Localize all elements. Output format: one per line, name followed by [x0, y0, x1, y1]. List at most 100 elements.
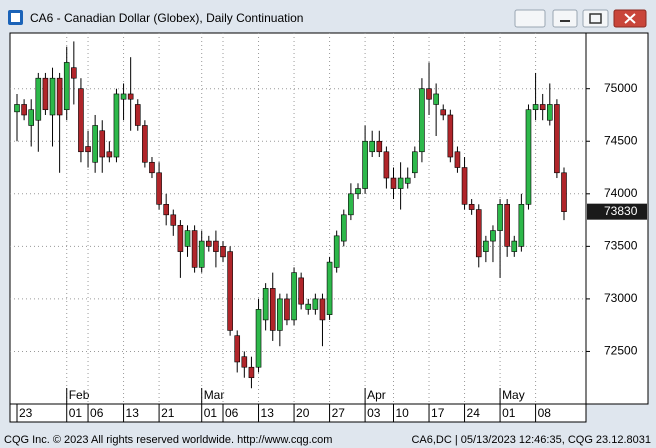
candle-body — [461, 167, 468, 205]
candle-body — [284, 298, 290, 321]
candle-body — [198, 240, 205, 268]
candle-body — [433, 93, 439, 105]
candle-body — [127, 93, 134, 100]
candle-body — [177, 225, 184, 252]
x-tick-label: 03 — [367, 406, 381, 420]
candle-body — [298, 277, 304, 305]
x-tick-label: 13 — [126, 406, 140, 420]
candle-body — [277, 298, 283, 331]
candle-body — [206, 240, 212, 247]
candle-body — [511, 240, 518, 252]
candle-body — [92, 125, 98, 163]
candle-body — [305, 303, 312, 310]
candle-body — [454, 151, 461, 168]
x-tick-label: 21 — [161, 406, 175, 420]
candle-body — [497, 204, 503, 231]
candle-body — [78, 88, 84, 153]
candle-body — [340, 214, 347, 242]
candle-body — [113, 93, 120, 158]
x-tick-label: 06 — [225, 406, 239, 420]
footer-left: CQG Inc. © 2023 All rights reserved worl… — [4, 434, 332, 446]
plot-area — [9, 32, 587, 405]
candle-body — [539, 104, 546, 111]
minimize-button[interactable] — [552, 9, 578, 28]
x-tick-label: 08 — [538, 406, 552, 420]
y-tick-label: 75000 — [604, 81, 638, 95]
candle-body — [554, 104, 560, 174]
window-title: CA6 - Canadian Dollar (Globex), Daily Co… — [30, 11, 303, 25]
candle-body — [291, 272, 297, 321]
restore-button[interactable] — [582, 9, 609, 28]
candle-body — [142, 125, 148, 163]
candle-body — [447, 114, 454, 158]
y-tick-label: 73000 — [604, 291, 638, 305]
candle-body — [220, 246, 226, 258]
candle-body — [99, 130, 106, 158]
candle-body — [269, 288, 276, 331]
candle-body — [355, 188, 361, 195]
y-tick-label: 73500 — [604, 239, 638, 253]
x-tick-label: 27 — [332, 406, 346, 420]
month-label: Mar — [204, 388, 225, 402]
candle-body — [227, 251, 233, 331]
candle-body — [28, 109, 35, 126]
app-icon-inner — [11, 13, 20, 22]
candle-body — [369, 140, 375, 153]
x-tick-label: 01 — [69, 406, 83, 420]
candle-body — [56, 77, 63, 116]
candle-body — [440, 109, 447, 116]
candle-body — [35, 77, 42, 121]
x-tick-label: 01 — [204, 406, 218, 420]
candle-body — [326, 261, 333, 315]
candle-body — [319, 298, 326, 321]
candle-body — [376, 140, 383, 153]
candle-body — [475, 209, 482, 258]
candle-body — [412, 151, 418, 174]
candle-body — [490, 230, 496, 242]
candle-body — [532, 104, 539, 111]
candle-body — [85, 146, 91, 153]
candle-body — [163, 204, 169, 216]
y-tick-label: 74000 — [604, 186, 638, 200]
x-tick-label: 06 — [90, 406, 104, 420]
candle-body — [63, 62, 70, 111]
x-tick-label: 23 — [19, 406, 33, 420]
candle-body — [397, 177, 404, 189]
candle-body — [170, 214, 177, 226]
month-label: Feb — [69, 388, 90, 402]
candle-body — [106, 151, 113, 158]
link-button[interactable] — [514, 9, 546, 28]
candle-body — [546, 104, 553, 121]
x-tick-label: 01 — [502, 406, 516, 420]
candle-body — [262, 288, 269, 321]
candle-body — [149, 161, 155, 174]
close-glyph — [624, 13, 636, 24]
candle-body — [213, 240, 219, 252]
restore-glyph — [589, 13, 602, 24]
candle-body — [156, 172, 162, 205]
candle-body — [483, 240, 489, 252]
last-price-label: 73830 — [604, 204, 638, 218]
x-tick-label: 10 — [396, 406, 410, 420]
candle-body — [362, 140, 368, 189]
candle-body — [49, 77, 56, 116]
candle-body — [134, 104, 141, 126]
x-tick-label: 24 — [467, 406, 481, 420]
candle-body — [234, 335, 241, 363]
candle-body — [348, 193, 354, 216]
candle-body — [390, 177, 397, 189]
candle-body — [42, 77, 49, 111]
last-price-box — [587, 203, 647, 220]
y-tick-label: 72500 — [604, 344, 638, 358]
candle-body — [561, 172, 567, 212]
x-tick-label: 17 — [431, 406, 445, 420]
candle-body — [383, 151, 390, 179]
month-label: Apr — [367, 388, 386, 402]
x-tick-label: 13 — [261, 406, 275, 420]
candle-body — [21, 104, 27, 116]
y-tick-label: 74500 — [604, 133, 638, 147]
candle-body — [525, 109, 532, 205]
date-axis — [9, 403, 587, 423]
